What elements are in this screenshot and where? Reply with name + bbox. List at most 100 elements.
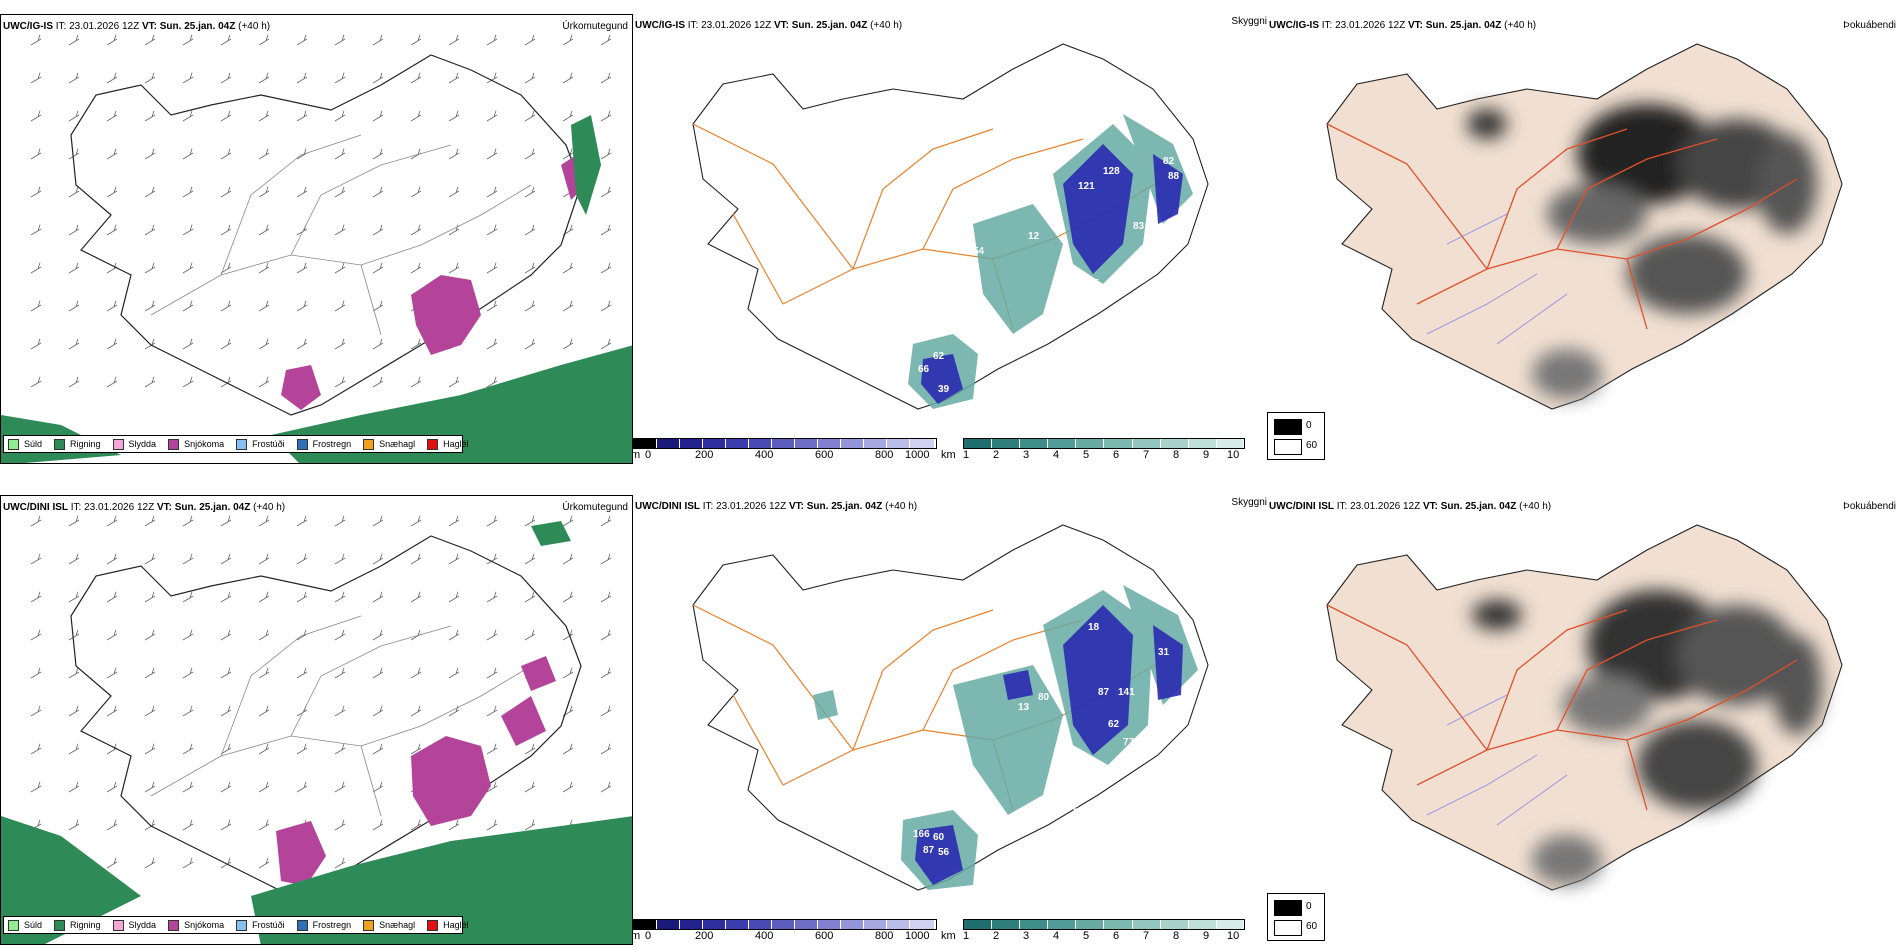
wind-barb	[68, 72, 80, 84]
wind-barb	[486, 338, 498, 350]
fog-panel-row2: UWC/DINI ISL IT: 23.01.2026 12Z VT: Sun.…	[1267, 495, 1900, 945]
fog-legend-swatch	[1274, 439, 1302, 455]
wind-barb	[372, 781, 384, 793]
wind-barb	[106, 224, 118, 236]
wind-barb	[600, 148, 612, 160]
wind-barb	[524, 186, 536, 198]
wind-barb	[258, 300, 270, 312]
elevation-unit: m	[633, 449, 641, 461]
elevation-cells	[633, 919, 937, 930]
wind-barb	[410, 515, 422, 527]
wind-barb	[372, 629, 384, 641]
wind-barb	[258, 819, 270, 831]
legend-item: Snæhagl	[363, 919, 415, 931]
wind-barb	[144, 262, 156, 274]
visibility-colorbar: km 1 2 3 4 5 6 7 8 9 10	[941, 919, 1247, 942]
wind-barb	[144, 857, 156, 869]
wind-barb	[486, 819, 498, 831]
wind-barb	[106, 743, 118, 755]
wind-barb	[600, 553, 612, 565]
wind-barb	[30, 515, 42, 527]
panel-title: UWC/DINI ISL IT: 23.01.2026 12Z VT: Sun.…	[3, 502, 286, 513]
wind-barb	[30, 629, 42, 641]
panel-name: Skyggni	[1231, 497, 1267, 508]
legend-item: Snjókoma	[168, 438, 224, 450]
fog-map	[1326, 524, 1843, 891]
wind-barb	[562, 667, 574, 679]
tick: 600	[815, 930, 834, 942]
visibility-value-label: 99	[1048, 216, 1060, 227]
wind-barb	[524, 553, 536, 565]
wind-barb	[30, 338, 42, 350]
wind-barb	[334, 224, 346, 236]
fog-map	[1326, 43, 1843, 410]
wind-barb	[296, 743, 308, 755]
tick: 6	[1113, 449, 1120, 461]
wind-barb	[220, 857, 232, 869]
wind-barb	[106, 553, 118, 565]
wind-barb	[486, 629, 498, 641]
wind-barb	[144, 553, 156, 565]
wind-barb	[334, 743, 346, 755]
wind-barb	[486, 148, 498, 160]
wind-barb	[410, 819, 422, 831]
wind-barb	[30, 72, 42, 84]
wind-barb	[68, 515, 80, 527]
wind-barb	[106, 338, 118, 350]
rain-area	[1, 521, 632, 944]
wind-barb	[106, 667, 118, 679]
visibility-value-label: 31	[1158, 647, 1170, 658]
wind-barb	[258, 705, 270, 717]
visibility-cells	[963, 438, 1245, 449]
wind-barb	[106, 629, 118, 641]
wind-barb	[372, 667, 384, 679]
fog-legend-label: 60	[1306, 921, 1318, 932]
wind-barb	[334, 148, 346, 160]
low-visibility-teal	[813, 585, 1198, 890]
wind-barb	[182, 262, 194, 274]
wind-barb	[258, 224, 270, 236]
wind-barb	[486, 224, 498, 236]
legend-item: Haglél	[427, 438, 469, 450]
wind-barb	[372, 224, 384, 236]
visibility-value-label: 64	[1075, 792, 1087, 803]
wind-barb	[448, 515, 460, 527]
wind-barb	[562, 148, 574, 160]
wind-barb	[220, 591, 232, 603]
tick: 6	[1113, 930, 1120, 942]
tick: 8	[1173, 449, 1180, 461]
fog-legend-label: 0	[1306, 901, 1312, 912]
wind-barb	[182, 148, 194, 160]
visibility-value-label: 56	[938, 847, 950, 858]
tick: 800	[875, 449, 894, 461]
wind-barb	[220, 629, 232, 641]
visibility-value-label: 54	[973, 246, 985, 257]
wind-barb	[144, 338, 156, 350]
wind-barb	[334, 110, 346, 122]
visibility-value-label: 62	[933, 351, 945, 362]
wind-barb	[296, 34, 308, 46]
panel-name: Skyggni	[1231, 16, 1267, 27]
wind-barb	[296, 300, 308, 312]
wind-barb	[182, 781, 194, 793]
wind-barb	[296, 72, 308, 84]
wind-barb	[334, 857, 346, 869]
wind-barb	[372, 591, 384, 603]
wind-barb	[524, 781, 536, 793]
legend-item: Rigning	[54, 438, 101, 450]
wind-barb	[30, 224, 42, 236]
tick: 7	[1143, 930, 1150, 942]
wind-barb	[410, 262, 422, 274]
low-visibility-blue	[915, 605, 1183, 885]
wind-barb	[410, 667, 422, 679]
wind-barb	[182, 515, 194, 527]
panel-title: UWC/IG-IS IT: 23.01.2026 12Z VT: Sun. 25…	[3, 21, 271, 32]
legend-item: Slydda	[112, 919, 156, 931]
wind-barb	[144, 224, 156, 236]
wind-barb	[182, 224, 194, 236]
wind-barb	[372, 186, 384, 198]
wind-barb	[68, 743, 80, 755]
wind-barb	[448, 34, 460, 46]
wind-barb	[30, 705, 42, 717]
